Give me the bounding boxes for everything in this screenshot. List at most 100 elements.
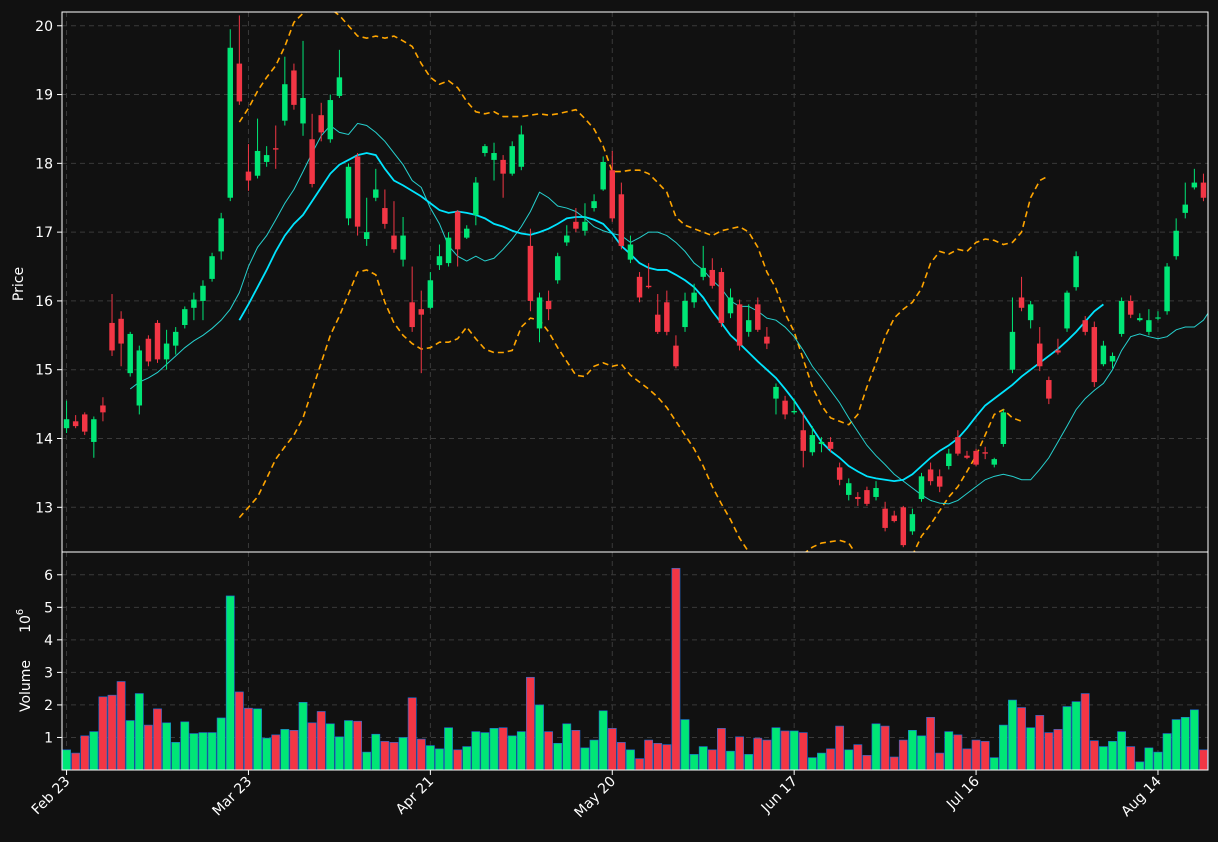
volume-bar <box>1117 731 1126 770</box>
candle-body <box>818 441 825 444</box>
volume-bar <box>680 719 690 770</box>
candle <box>1118 297 1125 337</box>
candle-body <box>1064 292 1070 329</box>
candle <box>682 292 688 332</box>
volume-bar <box>471 731 481 770</box>
volume-bar <box>862 755 872 770</box>
volume-bar <box>717 728 726 770</box>
candle-body <box>1146 320 1152 332</box>
volume-tick-label: 2 <box>44 698 53 714</box>
candle-body <box>1182 204 1188 213</box>
candle-body <box>736 304 743 346</box>
candle <box>191 292 197 321</box>
volume-y-label-base: 10 <box>18 615 34 633</box>
candle <box>936 469 943 493</box>
candle-body <box>63 419 70 429</box>
volume-bar <box>1135 761 1145 770</box>
candle <box>373 168 379 202</box>
volume-bar <box>325 723 335 770</box>
candle-body <box>72 421 79 427</box>
candle <box>200 280 206 321</box>
volume-bar <box>898 739 908 770</box>
candle-body <box>1091 327 1098 383</box>
candle <box>1018 276 1025 312</box>
candle-body <box>118 318 124 344</box>
price-y-ticks: 13 14 15 16 17 18 19 20 <box>35 19 62 516</box>
candle <box>227 29 233 202</box>
candle-body <box>1155 317 1161 319</box>
candle <box>655 294 661 334</box>
candle-body <box>82 414 88 432</box>
candle <box>273 125 279 169</box>
candle <box>1109 352 1116 369</box>
candle-body <box>209 256 215 279</box>
candle <box>864 486 870 506</box>
candle-body <box>518 134 525 167</box>
volume-bar <box>353 720 362 770</box>
volume-bar <box>1053 729 1063 770</box>
volume-bar <box>553 743 563 770</box>
volume-bar <box>462 746 472 770</box>
volume-bar <box>1062 706 1072 770</box>
volume-bar <box>362 751 372 770</box>
candle <box>136 345 143 415</box>
candle-body <box>309 139 315 184</box>
upper-band-line <box>238 12 1050 426</box>
candle <box>309 113 315 188</box>
candle-body <box>564 235 570 243</box>
candle-body <box>636 276 643 298</box>
candle-body <box>973 450 979 465</box>
volume-bar <box>280 729 290 770</box>
volume-bar <box>253 708 262 770</box>
volume-panel: 1 2 3 4 5 6 Volume 10 6 <box>15 551 1209 771</box>
candle <box>700 245 706 281</box>
volume-bar <box>1026 727 1036 770</box>
candle-body <box>627 244 634 260</box>
candle-body <box>964 455 970 458</box>
candle-body <box>1191 182 1198 188</box>
volume-bar <box>244 707 253 770</box>
candle <box>327 94 334 143</box>
candle <box>1055 338 1061 355</box>
candle-body <box>1055 350 1061 353</box>
volume-bar <box>707 749 717 770</box>
candle-body <box>436 256 443 266</box>
candle <box>855 492 861 506</box>
candle <box>127 331 133 377</box>
candle-body <box>527 245 534 301</box>
candle <box>745 304 752 337</box>
candle-body <box>473 182 479 215</box>
candle-body <box>245 171 252 181</box>
volume-bar <box>1035 715 1045 770</box>
candle-body <box>936 476 943 487</box>
candle <box>400 216 406 267</box>
volume-bar <box>980 741 990 770</box>
volume-bar <box>125 720 135 770</box>
candle <box>1137 313 1143 322</box>
volume-bar <box>589 739 599 770</box>
candle-body <box>1109 355 1116 362</box>
candle <box>345 163 352 226</box>
volume-bar <box>62 749 71 770</box>
candle <box>1146 309 1152 336</box>
candle <box>955 430 961 456</box>
volume-y-label-group: Volume 10 6 <box>15 609 34 712</box>
volume-bar <box>971 739 981 770</box>
candle-body <box>136 350 143 406</box>
volume-bar <box>225 595 235 770</box>
candle <box>973 448 979 467</box>
candle <box>100 397 106 422</box>
candle-body <box>618 194 625 246</box>
volume-bar <box>598 710 608 770</box>
volume-bar <box>544 731 553 770</box>
candle <box>927 462 934 486</box>
volume-bar <box>1080 693 1090 770</box>
candle <box>554 252 561 284</box>
volume-y-ticks: 1 2 3 4 5 6 <box>44 568 62 746</box>
candle-body <box>327 100 334 140</box>
candle <box>618 182 625 250</box>
candle-body <box>363 232 370 240</box>
candle <box>545 290 552 321</box>
candle-body <box>154 322 161 360</box>
candle <box>409 266 415 332</box>
